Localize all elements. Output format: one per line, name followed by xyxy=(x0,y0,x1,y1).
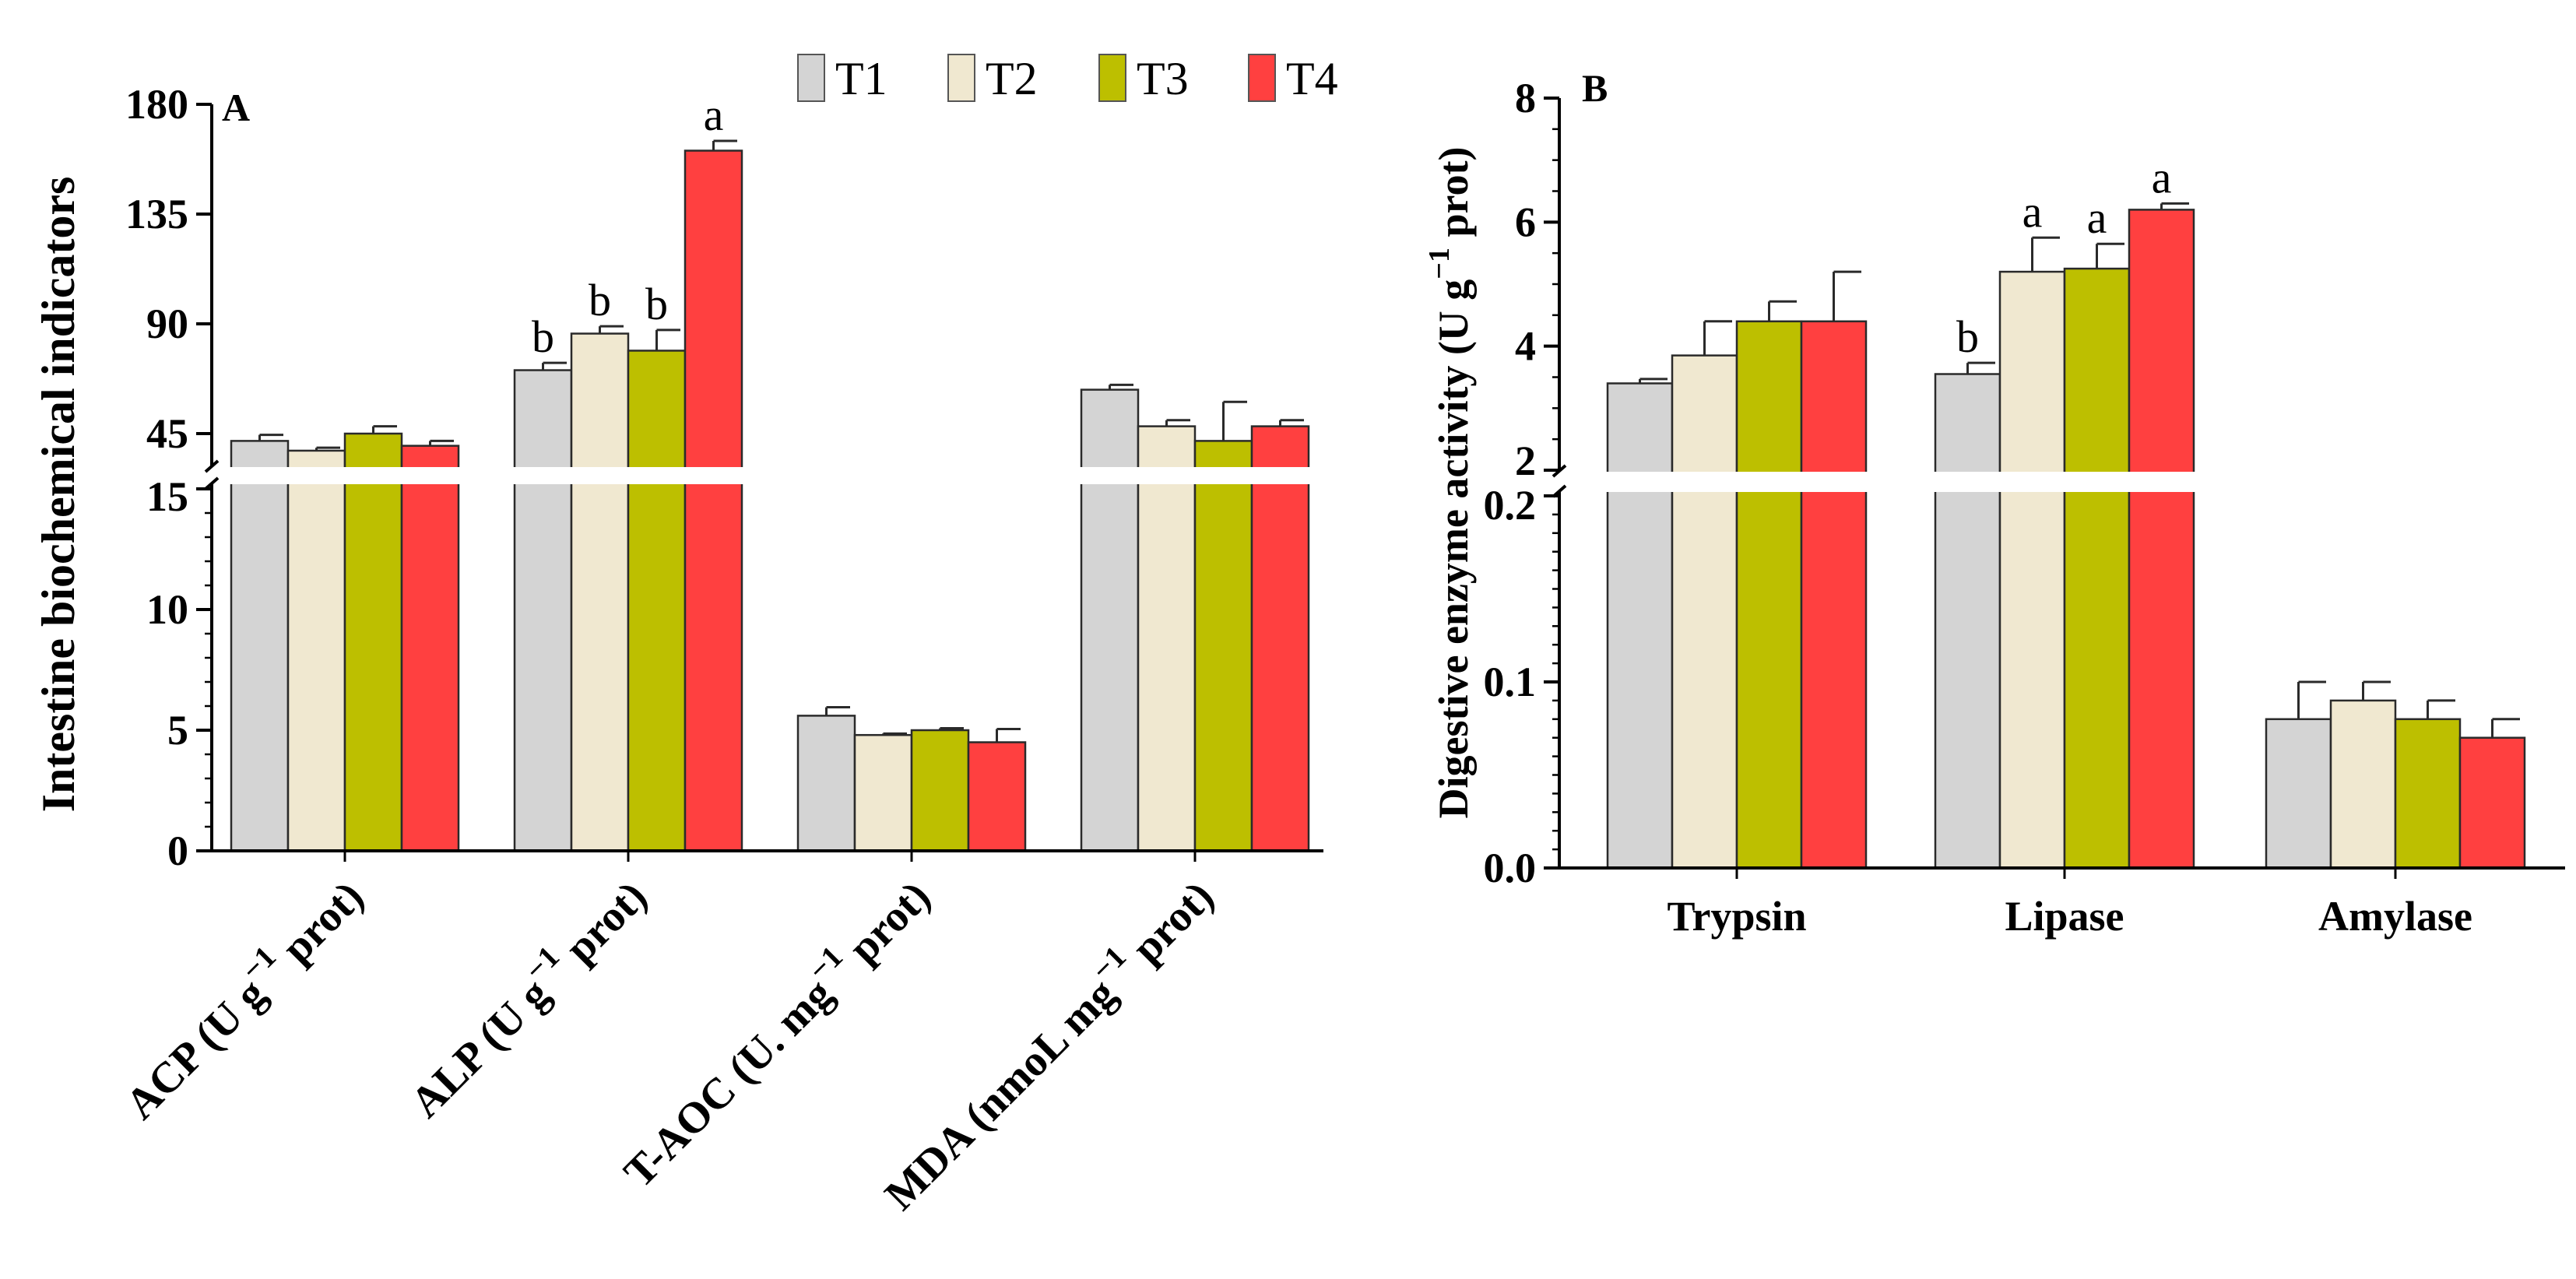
bar-t2-0 xyxy=(286,446,346,852)
bar-t1-0 xyxy=(1606,378,1674,870)
y-axis-title: Intestine biochemical indicators xyxy=(33,177,84,813)
bar-t4-0 xyxy=(400,439,460,852)
bar-t1-2 xyxy=(796,706,856,852)
bar-t2-0 xyxy=(1671,320,1738,870)
legend-label: T4 xyxy=(1286,53,1338,104)
bar-t4-3 xyxy=(1250,419,1310,852)
legend-swatch xyxy=(1098,54,1126,102)
bar-t4-1 xyxy=(684,139,743,852)
significance-letter: b xyxy=(589,275,611,325)
bar-t4-0 xyxy=(1800,270,1868,870)
bar-t1-3 xyxy=(1080,383,1140,852)
bar-t3-1 xyxy=(2063,242,2131,870)
legend-label: T1 xyxy=(835,53,887,104)
significance-letter: a xyxy=(2022,186,2043,237)
y-tick-label: 8 xyxy=(1515,75,1536,121)
y-tick-label: 0.0 xyxy=(1484,845,1537,891)
y-axis-title: Digestive enzyme activity (U g−1 prot) xyxy=(1423,147,1477,819)
legend-label: T3 xyxy=(1137,53,1189,104)
legend-label: T2 xyxy=(986,53,1038,104)
y-tick-label: 0.2 xyxy=(1484,482,1537,529)
y-tick-label: 15 xyxy=(146,473,188,520)
legend-swatch xyxy=(797,54,825,102)
bar-t3-0 xyxy=(343,425,403,852)
y-tick-label: 0 xyxy=(167,827,188,874)
significance-letter: a xyxy=(2087,192,2107,243)
y-tick-label: 135 xyxy=(125,191,188,237)
y-tick-label: 180 xyxy=(125,81,188,128)
y-tick-label: 2 xyxy=(1515,437,1536,484)
bar-t3-2 xyxy=(910,727,970,852)
x-category-label-amylase: Amylase xyxy=(2318,893,2472,940)
axis-break-gap xyxy=(1536,472,2573,492)
bar-t2-2 xyxy=(853,732,913,852)
y-tick-label: 45 xyxy=(146,410,188,457)
bar-t1-2 xyxy=(2265,680,2332,870)
x-category-label-lipase: Lipase xyxy=(2005,893,2124,940)
legend-swatch xyxy=(947,54,975,102)
y-tick-label: 10 xyxy=(146,586,188,633)
significance-letter: a xyxy=(704,90,724,140)
bar-t4-2 xyxy=(967,727,1027,852)
bar-t3-1 xyxy=(627,329,687,852)
significance-letter: b xyxy=(1956,311,1979,362)
y-tick-label: 4 xyxy=(1515,323,1536,370)
axis-break-mark xyxy=(204,459,220,490)
bar-t1-0 xyxy=(230,434,290,852)
bar-t1-1 xyxy=(1934,361,2001,870)
legend-item-t4: T4 xyxy=(1248,53,1338,104)
bar-t2-1 xyxy=(570,325,630,852)
legend-item-t2: T2 xyxy=(947,53,1038,104)
bar-t1-1 xyxy=(513,361,573,852)
x-category-label-trypsin: Trypsin xyxy=(1667,893,1806,940)
significance-letter: b xyxy=(532,311,554,362)
bar-t2-2 xyxy=(2329,680,2397,870)
bar-t3-2 xyxy=(2394,699,2462,870)
panel-label: B xyxy=(1582,66,1608,110)
significance-letter: b xyxy=(645,279,668,329)
y-tick-label: 90 xyxy=(146,300,188,347)
axis-break-gap xyxy=(188,467,1331,484)
legend: T1 T2 T3 T4 xyxy=(797,53,1338,104)
bar-t3-0 xyxy=(1735,300,1803,870)
y-tick-label: 5 xyxy=(167,707,188,754)
y-tick-label: 0.1 xyxy=(1484,659,1537,705)
bar-t2-3 xyxy=(1137,419,1197,852)
panel-label: A xyxy=(222,86,250,129)
legend-swatch xyxy=(1248,54,1276,102)
legend-item-t1: T1 xyxy=(797,53,887,104)
bar-t2-1 xyxy=(1998,236,2066,870)
significance-letter: a xyxy=(2152,152,2172,202)
bar-t4-2 xyxy=(2458,718,2526,870)
y-tick-label: 6 xyxy=(1515,199,1536,245)
bar-t4-1 xyxy=(2128,202,2195,870)
legend-item-t3: T3 xyxy=(1098,53,1189,104)
